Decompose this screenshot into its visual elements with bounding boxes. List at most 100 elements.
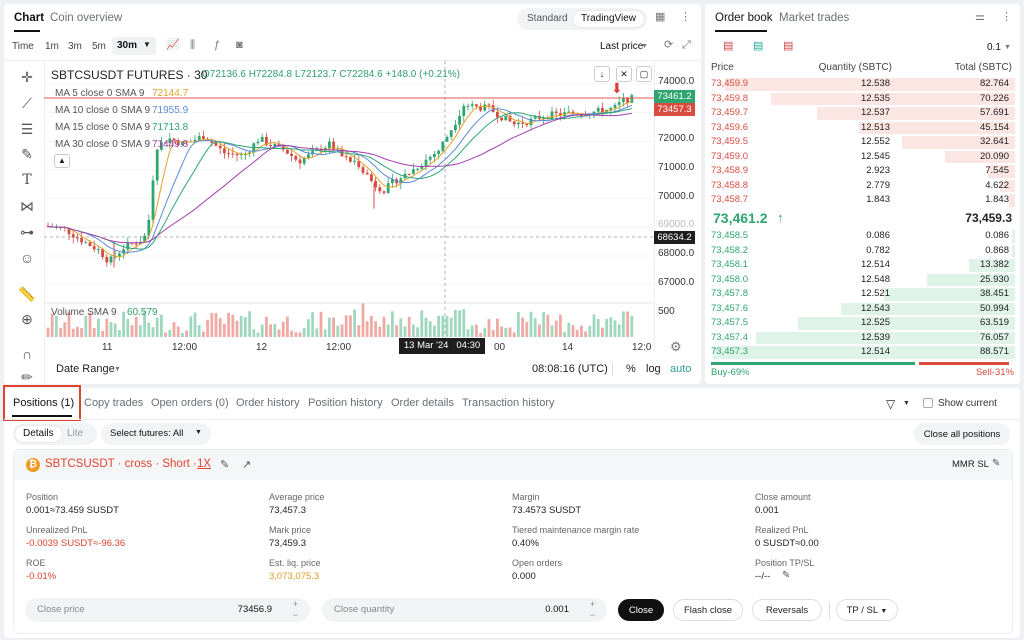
bid-row[interactable]: 73,457.4 12.539 76.057: [705, 331, 1015, 346]
select-futures-dropdown[interactable]: Select futures: All ▼: [101, 423, 211, 445]
date-range-button[interactable]: Date Range: [56, 363, 115, 375]
mode-lite[interactable]: Lite: [67, 428, 84, 439]
tab-order-details[interactable]: Order details: [391, 397, 454, 409]
indicators-icon[interactable]: ƒ: [214, 39, 221, 51]
tpsl-button[interactable]: TP / SL ▼: [836, 599, 898, 621]
close-button[interactable]: Close: [618, 599, 664, 621]
tab-copy-trades[interactable]: Copy trades: [84, 397, 144, 409]
timeframe-5m[interactable]: 5m: [92, 41, 106, 52]
field-label: Close amount: [755, 492, 811, 502]
crosshair-icon[interactable]: ✛: [21, 69, 33, 85]
ask-row[interactable]: 73,459.5 12.552 32.641: [705, 135, 1015, 150]
price-chart[interactable]: [44, 61, 654, 351]
tab-position-history[interactable]: Position history: [308, 397, 383, 409]
mmr-sl-label[interactable]: MMR SL: [952, 459, 989, 470]
settings-gear-icon[interactable]: ⚙: [670, 339, 682, 354]
close-quantity-field[interactable]: Close quantity 0.001 + −: [322, 598, 607, 622]
refresh-icon[interactable]: ⟳: [664, 39, 674, 51]
ask-row[interactable]: 73,459.0 12.545 20.090: [705, 150, 1015, 165]
ask-row[interactable]: 73,458.7 1.843 1.843: [705, 193, 1015, 208]
filter-settings-icon[interactable]: ⚌: [975, 11, 985, 23]
book-both-icon[interactable]: ▤: [723, 40, 734, 52]
ask-row[interactable]: 73,458.9 2.923 7.545: [705, 164, 1015, 179]
emoji-icon[interactable]: ☺: [19, 250, 35, 266]
camera-icon[interactable]: ◙: [236, 39, 243, 51]
bid-row[interactable]: 73,458.5 0.086 0.086: [705, 229, 1015, 244]
volume-bar: [307, 319, 310, 337]
ask-row[interactable]: 73,459.8 12.535 70.226: [705, 92, 1015, 107]
book-asks-icon[interactable]: ▤: [783, 40, 794, 52]
more-dots-icon[interactable]: ⋮: [1001, 11, 1012, 23]
percent-toggle[interactable]: %: [626, 363, 636, 375]
collapse-button[interactable]: ✕: [616, 66, 632, 82]
share-icon[interactable]: ↗: [242, 459, 252, 471]
tab-coin-overview[interactable]: Coin overview: [50, 12, 123, 24]
tab-chart[interactable]: Chart: [14, 12, 45, 24]
pattern-icon[interactable]: ⋈: [20, 198, 34, 214]
bid-row[interactable]: 73,457.6 12.543 50.994: [705, 302, 1015, 317]
ask-row[interactable]: 73,459.6 12.513 45.154: [705, 121, 1015, 136]
tab-open-orders[interactable]: Open orders (0): [151, 397, 229, 409]
last-price-select[interactable]: Last price: [600, 41, 644, 52]
precision-select[interactable]: 0.1: [987, 42, 1001, 53]
depth-bar: [816, 107, 1015, 120]
layout-grid-icon[interactable]: ▦: [655, 11, 666, 23]
tab-transaction-history[interactable]: Transaction history: [462, 397, 555, 409]
volume-bar: [332, 317, 335, 337]
tab-positions[interactable]: Positions (1): [13, 397, 75, 409]
show-current-checkbox[interactable]: [923, 398, 933, 408]
book-bids-icon[interactable]: ▤: [753, 40, 764, 52]
lock-draw-icon[interactable]: ✏: [21, 369, 33, 385]
ask-row[interactable]: 73,459.9 12.538 82.764: [705, 77, 1015, 92]
ask-row[interactable]: 73,459.7 12.537 57.691: [705, 106, 1015, 121]
mode-details[interactable]: Details: [15, 426, 62, 442]
tab-market-trades[interactable]: Market trades: [779, 12, 850, 24]
close-price-field[interactable]: Close price 73456.9 + −: [25, 598, 310, 622]
close-all-button[interactable]: Close all positions: [914, 423, 1010, 445]
timeframe-time[interactable]: Time: [12, 41, 34, 52]
reversals-button[interactable]: Reversals: [752, 599, 822, 621]
bid-row[interactable]: 73,457.5 12.525 63.519: [705, 316, 1015, 331]
auto-toggle[interactable]: auto: [670, 363, 692, 375]
reset-view-button[interactable]: ▢: [636, 66, 652, 82]
prediction-icon[interactable]: ⊶: [20, 224, 34, 240]
view-tradingview[interactable]: TradingView: [573, 11, 645, 27]
view-standard[interactable]: Standard: [527, 13, 568, 24]
candle-style-icon[interactable]: ⫼: [190, 39, 196, 51]
timeframe-3m[interactable]: 3m: [68, 41, 82, 52]
bid-row[interactable]: 73,457.3 12.514 88.571: [705, 345, 1015, 360]
mark-price-tag: 73457.3: [654, 103, 695, 116]
fib-icon[interactable]: ☰: [20, 121, 34, 137]
trendline-icon[interactable]: ⟋: [22, 95, 32, 111]
edit-icon[interactable]: ✎: [220, 459, 230, 471]
fullscreen-icon[interactable]: ⤢: [682, 39, 691, 51]
more-dots-icon[interactable]: ⋮: [680, 11, 691, 23]
zoom-icon[interactable]: ⊕: [21, 311, 33, 327]
timeframe-1m[interactable]: 1m: [45, 41, 59, 52]
log-toggle[interactable]: log: [646, 363, 661, 375]
text-tool-icon[interactable]: T: [22, 172, 32, 188]
brush-icon[interactable]: ✎: [21, 146, 33, 162]
plus-minus-icon[interactable]: + −: [589, 599, 595, 620]
edit-icon[interactable]: ✎: [992, 458, 1001, 469]
ask-row[interactable]: 73,458.8 2.779 4.622: [705, 179, 1015, 194]
tab-order-book[interactable]: Order book: [715, 12, 773, 24]
plus-minus-icon[interactable]: + −: [292, 599, 298, 620]
timeframe-30m-pill[interactable]: 30m ▼: [112, 37, 156, 55]
chart-type-icon[interactable]: 📈: [166, 39, 180, 51]
leverage-badge[interactable]: 1X: [197, 458, 212, 470]
ruler-icon[interactable]: 📏: [18, 286, 36, 302]
flash-close-button[interactable]: Flash close: [673, 599, 743, 621]
bid-row[interactable]: 73,458.2 0.782 0.868: [705, 244, 1015, 259]
bid-row[interactable]: 73,458.0 12.548 25.930: [705, 273, 1015, 288]
collapse-legend-button[interactable]: ▲: [54, 154, 70, 168]
edit-tpsl-icon[interactable]: ✎: [782, 570, 791, 581]
volume-bar: [252, 329, 256, 337]
filter-icon[interactable]: ▽: [886, 397, 896, 411]
orderbook-qty: 2.779: [866, 179, 890, 191]
scroll-down-button[interactable]: ↓: [594, 66, 610, 82]
tab-order-history[interactable]: Order history: [236, 397, 300, 409]
bid-row[interactable]: 73,458.1 12.514 13.382: [705, 258, 1015, 273]
magnet-icon[interactable]: ∩: [21, 346, 33, 362]
bid-row[interactable]: 73,457.8 12.521 38.451: [705, 287, 1015, 302]
